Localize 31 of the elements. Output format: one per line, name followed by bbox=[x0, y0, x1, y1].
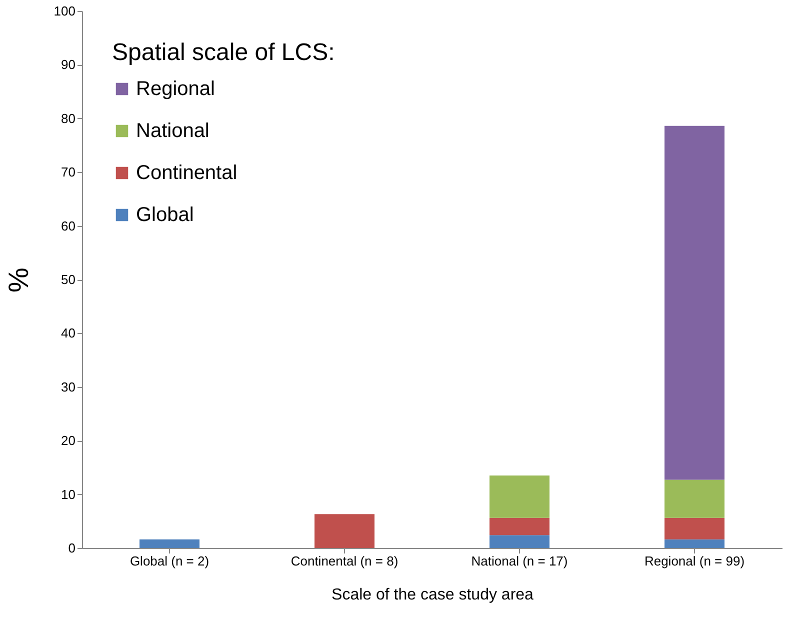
bar bbox=[664, 480, 724, 518]
bar bbox=[664, 126, 724, 480]
x-tick-label: Regional (n = 99) bbox=[644, 554, 745, 568]
legend-label: National bbox=[136, 120, 210, 142]
y-tick-label: 20 bbox=[61, 433, 76, 448]
bar bbox=[664, 539, 724, 548]
y-tick-label: 100 bbox=[54, 4, 76, 18]
legend-label: Global bbox=[136, 204, 194, 226]
y-tick-label: 10 bbox=[61, 486, 76, 502]
legend-label: Regional bbox=[136, 78, 215, 100]
y-tick-label: 80 bbox=[61, 110, 76, 126]
x-axis-title: Scale of the case study area bbox=[332, 586, 534, 604]
y-tick-label: 40 bbox=[61, 326, 76, 341]
bar bbox=[490, 518, 550, 536]
y-tick-label: 50 bbox=[61, 272, 76, 287]
x-tick-label: Global (n = 2) bbox=[130, 554, 210, 568]
bar bbox=[490, 535, 550, 548]
y-tick-label: 30 bbox=[61, 379, 76, 394]
y-axis-title: % bbox=[2, 268, 34, 292]
legend-title: Spatial scale of LCS: bbox=[112, 39, 335, 66]
y-tick-label: 60 bbox=[61, 218, 76, 234]
bar bbox=[140, 539, 200, 548]
x-tick-label: Continental (n = 8) bbox=[290, 554, 398, 568]
y-tick-label: 90 bbox=[61, 57, 76, 72]
y-tick-label: 70 bbox=[61, 164, 76, 180]
bar bbox=[490, 476, 550, 518]
legend-label: Continental bbox=[136, 162, 238, 184]
x-tick-label: National (n = 17) bbox=[471, 554, 568, 568]
y-tick-label: 0 bbox=[68, 540, 76, 556]
bar bbox=[664, 518, 724, 540]
bar bbox=[314, 514, 374, 548]
